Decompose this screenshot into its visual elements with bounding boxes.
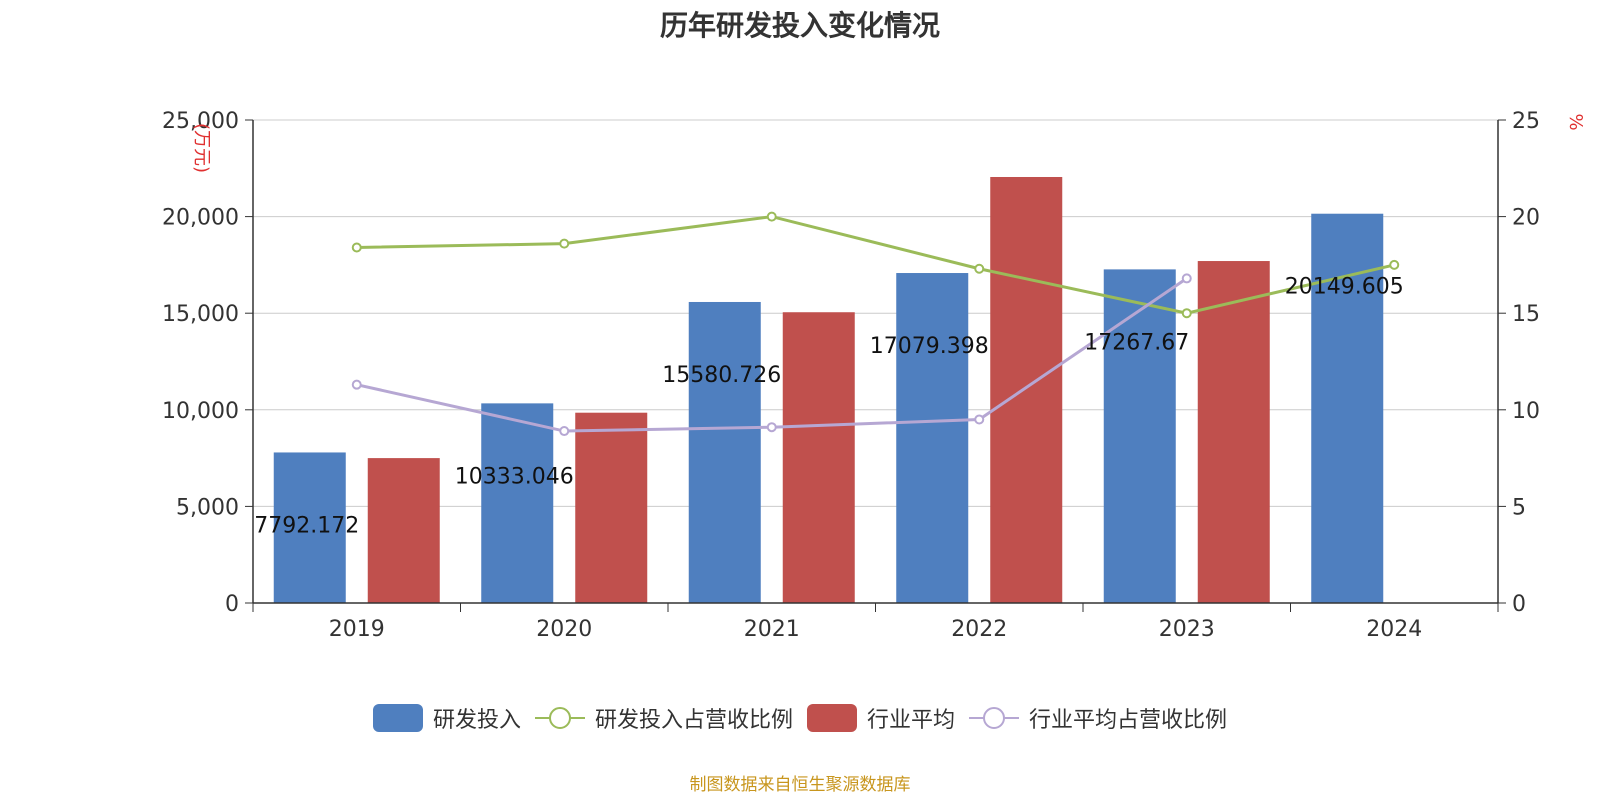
rd-ratio-point <box>974 263 985 274</box>
y-right-tick-label: 5 <box>1512 495 1526 520</box>
bar-rd <box>896 273 969 603</box>
x-tick-label: 2024 <box>1366 617 1422 642</box>
bar-rd <box>273 452 346 603</box>
legend-swatch-industry <box>807 704 857 732</box>
grid-lines <box>253 119 1498 507</box>
legend-item-rd-ratio[interactable]: 研发投入占营收比例 <box>534 702 793 734</box>
legend-swatch-industry-ratio <box>969 707 1020 729</box>
bar-rd <box>481 403 554 603</box>
legend-item-industry[interactable]: 行业平均 <box>807 702 955 734</box>
bar-industry <box>367 458 440 603</box>
chart-title: 历年研发投入变化情况 <box>659 9 940 42</box>
bar-industry <box>990 176 1063 603</box>
x-tick-label: 2021 <box>744 617 800 642</box>
x-tick-label: 2023 <box>1159 617 1215 642</box>
x-tick-label: 2020 <box>536 617 592 642</box>
industry-ratio-point <box>559 426 570 437</box>
legend-item-rd[interactable]: 研发投入 <box>372 702 521 734</box>
lines <box>351 211 1400 437</box>
rd-ratio-line <box>356 215 1395 315</box>
legend-label-industry-ratio: 行业平均占营收比例 <box>1029 708 1228 733</box>
data-label-rd: 15580.726 <box>662 363 781 388</box>
legend-label-rd-ratio: 研发投入占营收比例 <box>594 708 793 733</box>
x-tick-label: 2022 <box>951 617 1007 642</box>
y-right-tick-label: 10 <box>1512 399 1540 424</box>
bar-rd <box>1311 213 1384 603</box>
data-label-rd: 10333.046 <box>455 464 574 489</box>
legend-swatch-rd-ratio <box>534 707 585 729</box>
y-left-tick-label: 5,000 <box>176 495 239 520</box>
bar-industry <box>575 412 648 603</box>
y-left-tick-label: 0 <box>225 592 239 617</box>
legend-item-industry-ratio[interactable]: 行业平均占营收比例 <box>969 702 1227 734</box>
y-right-tick-label: 15 <box>1512 302 1540 327</box>
industry-ratio-point <box>974 414 985 425</box>
y-left-tick-label: 20,000 <box>162 206 239 231</box>
bars <box>273 176 1384 603</box>
legend: 研发投入 研发投入占营收比例 行业平均 行业平均占营收比例 <box>0 702 1600 734</box>
bar-rd <box>688 301 761 603</box>
rd-ratio-point <box>559 238 570 249</box>
source-note: 制图数据来自恒生聚源数据库 <box>689 775 911 795</box>
x-tick-label: 2019 <box>329 617 385 642</box>
y-right-tick-label: 25 <box>1512 109 1540 134</box>
legend-swatch-rd <box>372 704 423 732</box>
y-right-axis-title: % <box>1565 113 1586 130</box>
data-label-rd: 17267.67 <box>1084 330 1189 355</box>
legend-label-rd: 研发投入 <box>432 708 521 733</box>
axes: 0 0 5,000 5 10,000 10 15,000 15 20,000 20 25,000 25… <box>162 109 1586 642</box>
data-label-rd: 20149.605 <box>1285 275 1404 300</box>
legend-label-industry: 行业平均 <box>867 708 956 733</box>
rd-ratio-point <box>766 211 777 222</box>
y-right-tick-label: 20 <box>1512 206 1540 231</box>
y-left-tick-label: 25,000 <box>162 109 239 134</box>
data-label-rd: 17079.398 <box>870 334 989 359</box>
industry-ratio-point <box>1181 273 1192 284</box>
industry-ratio-point <box>351 379 362 390</box>
rd-ratio-point <box>1181 308 1192 319</box>
data-label-rd: 7792.172 <box>254 513 359 538</box>
rd-ratio-point <box>1389 259 1400 270</box>
rd-ratio-point <box>351 242 362 253</box>
bar-rd <box>1103 269 1176 603</box>
y-left-tick-label: 10,000 <box>162 399 239 424</box>
y-left-tick-label: 15,000 <box>162 302 239 327</box>
data-labels: 7792.172 10333.046 15580.726 17079.398 17267… <box>254 275 1403 539</box>
y-right-tick-label: 0 <box>1512 592 1526 617</box>
bar-industry <box>1197 261 1270 603</box>
industry-ratio-point <box>766 422 777 433</box>
bar-industry <box>782 312 855 603</box>
y-left-axis-title: (万元) <box>191 123 212 173</box>
